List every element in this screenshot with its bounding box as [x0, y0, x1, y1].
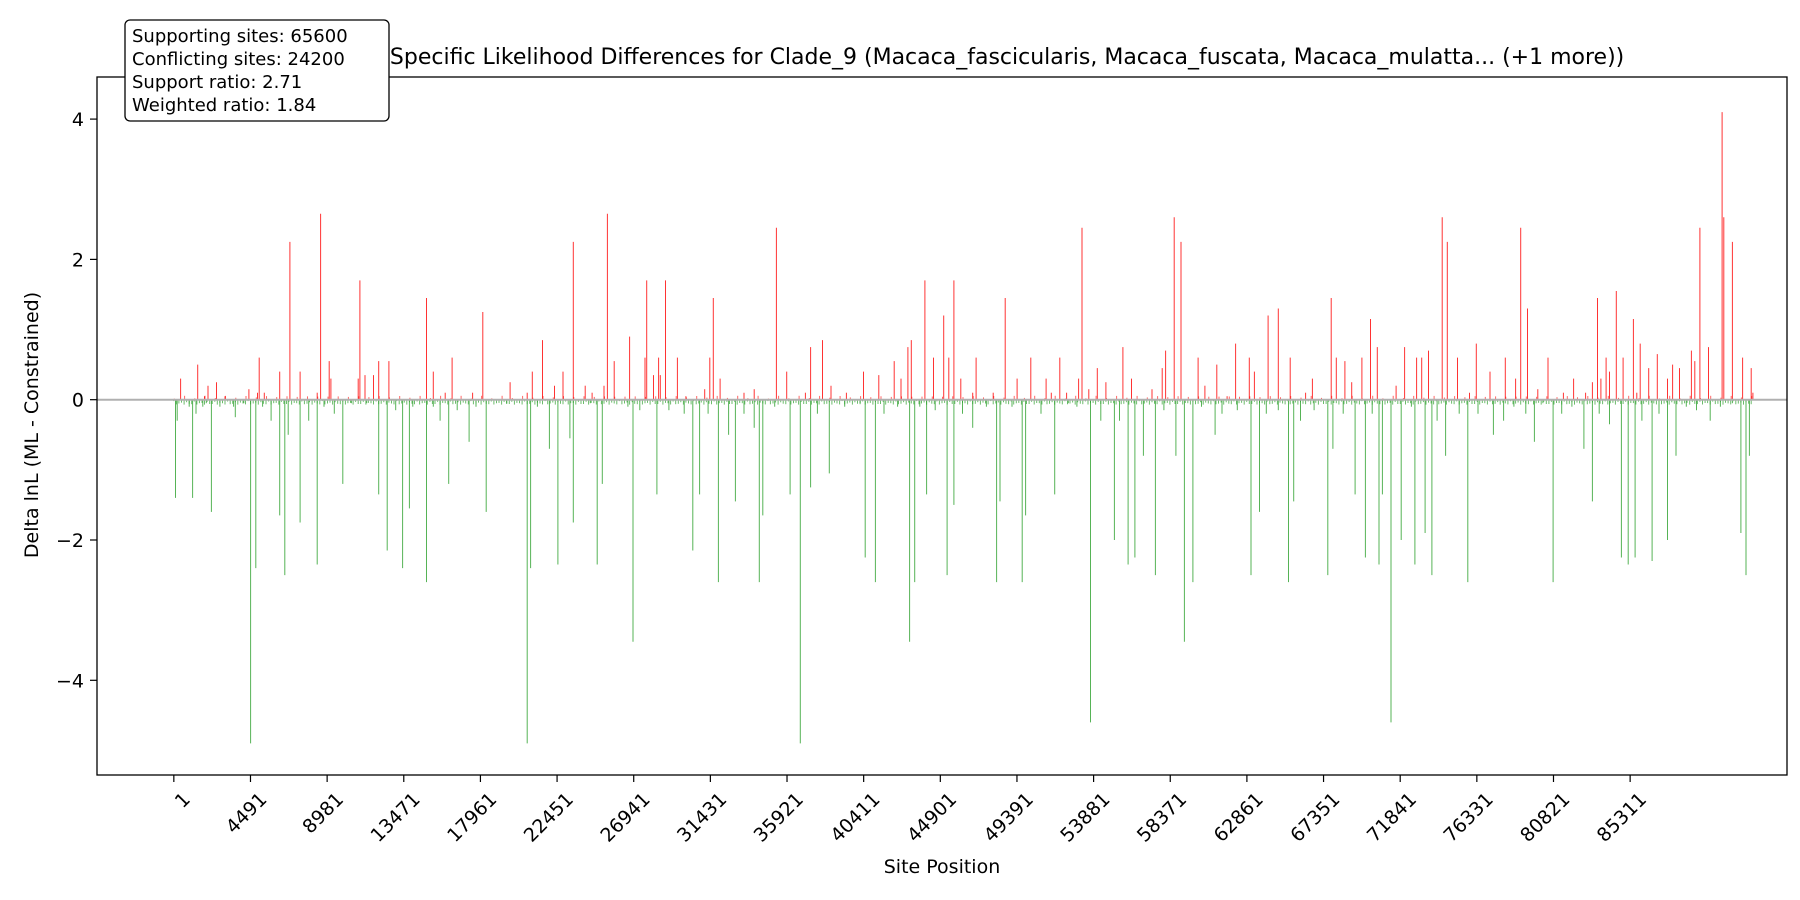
y-tick-label: 0: [72, 390, 84, 412]
y-tick-label: −4: [56, 670, 84, 692]
y-tick-label: 2: [72, 249, 84, 271]
chart-title: Site-Specific Likelihood Differences for…: [340, 45, 1625, 70]
plot-frame: [96, 76, 1788, 776]
y-axis: −4 −2 0 2 4: [56, 109, 97, 692]
y-axis-label: Delta lnL (ML - Constrained): [21, 292, 43, 558]
weighted-ratio-stat: Weighted ratio: 1.84: [132, 95, 316, 116]
x-axis-label: Site Position: [884, 856, 1001, 878]
y-tick-label: −2: [56, 530, 84, 552]
support-ratio-stat: Support ratio: 2.71: [132, 72, 302, 93]
conflicting-sites-stat: Conflicting sites: 24200: [132, 49, 345, 70]
stats-box: Supporting sites: 65600 Conflicting site…: [124, 19, 390, 122]
y-tick-label: 4: [72, 109, 84, 131]
stats-box-frame: [124, 19, 390, 122]
supporting-sites-stat: Supporting sites: 65600: [132, 26, 348, 47]
